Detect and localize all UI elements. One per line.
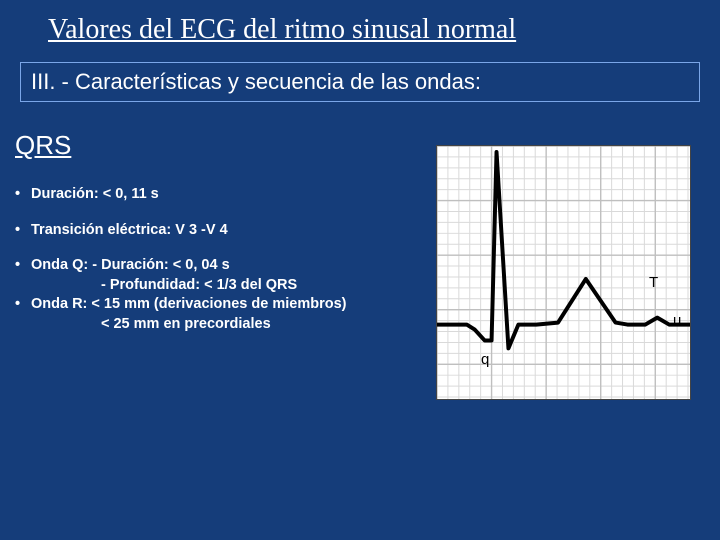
content-row: Duración: < 0, 11 s Transición eléctrica… (0, 185, 720, 400)
bullet-onda-r: Onda R: < 15 mm (derivaciones de miembro… (15, 295, 430, 334)
onda-r-lead: Onda R: (31, 296, 87, 312)
onda-q-l1: - Duración: < 0, 04 s (92, 257, 229, 273)
ecg-label-t: T (649, 274, 658, 291)
ecg-figure: T u q (436, 145, 691, 400)
onda-r-l2: < 25 mm en precordiales (31, 315, 430, 335)
subtitle-text: III. - Características y secuencia de la… (31, 69, 481, 94)
bullet-transition: Transición eléctrica: V 3 -V 4 (15, 221, 430, 241)
slide-title: Valores del ECG del ritmo sinusal normal (0, 0, 720, 56)
subtitle-box: III. - Características y secuencia de la… (20, 62, 700, 102)
bullet-duration: Duración: < 0, 11 s (15, 185, 430, 205)
onda-r-l1: < 15 mm (derivaciones de miembros) (91, 296, 346, 312)
bullet-list: Duración: < 0, 11 s Transición eléctrica… (0, 185, 430, 334)
ecg-label-q: q (481, 351, 489, 368)
onda-q-l2: - Profundidad: < 1/3 del QRS (31, 276, 430, 296)
bullet-onda-q: Onda Q: - Duración: < 0, 04 s - Profundi… (15, 256, 430, 295)
onda-q-lead: Onda Q: (31, 257, 88, 273)
ecg-label-u: u (673, 312, 681, 329)
ecg-figure-wrap: T u q (436, 185, 696, 400)
ecg-svg (437, 146, 690, 399)
